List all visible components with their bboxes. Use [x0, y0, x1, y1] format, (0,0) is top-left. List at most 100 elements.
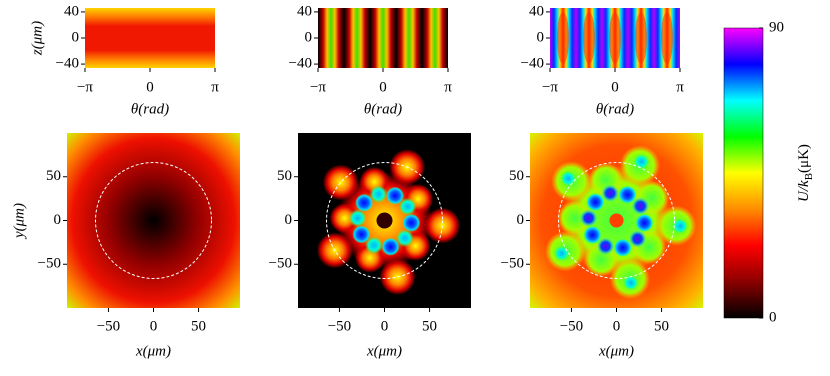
y-tick-label: 0 [305, 29, 313, 45]
blob [322, 164, 359, 201]
x-axis-label: x(μm) [135, 343, 171, 359]
spot [386, 186, 405, 205]
spot [355, 193, 374, 212]
spot [376, 212, 393, 229]
y-tick-label: 50 [277, 168, 292, 184]
spot [553, 245, 570, 262]
y-tick-label: 40 [64, 3, 79, 19]
reference-circle [558, 162, 675, 279]
x-tick-label: π [676, 79, 684, 95]
x-axis-label: x(μm) [366, 343, 402, 359]
lobe [609, 12, 621, 64]
spot [596, 237, 615, 256]
field [67, 133, 240, 308]
x-tick-label: 50 [422, 318, 437, 334]
spot [628, 229, 647, 248]
spot [631, 197, 650, 216]
spot [402, 213, 421, 232]
spot [635, 213, 654, 232]
colorbar-tick-label: 90 [769, 19, 784, 35]
colorbar-tick-label: 0 [769, 309, 777, 325]
y-tick-label: 0 [72, 29, 80, 45]
y-tick-label: −40 [289, 56, 312, 72]
y-tick-label: 0 [517, 212, 525, 228]
x-tick-label: π [444, 79, 452, 95]
panel: −π 0 π 40 0 −40 θ(rad) [289, 3, 453, 117]
spot [395, 229, 414, 248]
lobe [661, 12, 673, 64]
panel: −50 0 50 50 0 −50 x(μm) y(μm) [11, 133, 240, 359]
blob [557, 201, 592, 236]
x-tick-label: 0 [381, 318, 389, 334]
x-tick-label: 50 [191, 318, 206, 334]
reference-circle [95, 162, 212, 279]
lobe [635, 12, 647, 64]
spot [583, 225, 602, 244]
spot [364, 236, 383, 255]
label-unit: (μK) [796, 144, 812, 173]
y-tick-label: 50 [509, 168, 524, 184]
x-tick-label: 0 [613, 318, 621, 334]
x-tick-label: −π [310, 79, 326, 95]
lobe [557, 12, 569, 64]
spot [609, 213, 624, 228]
colorbar-scale [723, 27, 764, 319]
x-tick-label: 0 [611, 79, 619, 95]
panel: −π 0 π 40 0 −40 θ(rad) z(μm) [29, 3, 219, 117]
x-tick-label: 0 [146, 79, 154, 95]
y-tick-label: −50 [38, 256, 61, 272]
y-tick-label: 0 [285, 212, 293, 228]
spot [586, 193, 605, 212]
y-tick-label: −40 [521, 56, 544, 72]
x-tick-label: 50 [654, 318, 669, 334]
x-axis-label: θ(rad) [131, 101, 169, 117]
y-tick-label: 50 [46, 168, 61, 184]
y-axis-label: z(μm) [29, 21, 45, 56]
spot [622, 274, 639, 291]
x-tick-label: −π [542, 79, 558, 95]
spot [579, 209, 598, 228]
x-tick-label: −50 [560, 318, 583, 334]
lobe [583, 12, 595, 64]
x-tick-label: −π [77, 79, 93, 95]
x-axis-label: θ(rad) [596, 101, 634, 117]
label-subscript: B [803, 173, 815, 180]
spot [348, 209, 367, 228]
spot [398, 197, 417, 216]
panel: −π 0 π 40 0 −40 θ(rad) [521, 3, 685, 117]
spot [381, 237, 400, 256]
colorbar: 0 90 U/kB(μK) [723, 19, 815, 325]
x-tick-label: π [211, 79, 219, 95]
field [85, 8, 215, 68]
spot [560, 170, 577, 187]
y-tick-label: −50 [269, 256, 292, 272]
y-tick-label: 0 [537, 29, 545, 45]
x-tick-label: −50 [97, 318, 120, 334]
x-tick-label: −50 [328, 318, 351, 334]
x-tick-label: 0 [379, 79, 387, 95]
spot [369, 185, 388, 204]
y-tick-label: −50 [501, 256, 524, 272]
y-axis-label: y(μm) [11, 203, 27, 240]
x-axis-label: θ(rad) [364, 101, 402, 117]
spot [672, 218, 689, 235]
panel: −50 0 50 50 0 −50 x(μm) [501, 133, 703, 359]
y-tick-label: 0 [54, 212, 62, 228]
field [318, 8, 448, 68]
panel: −50 0 50 50 0 −50 x(μm) [269, 133, 471, 359]
y-tick-label: 40 [297, 3, 312, 19]
spot [613, 238, 632, 257]
y-tick-label: 40 [529, 3, 544, 19]
colorbar-label: U/kB(μK) [796, 144, 814, 202]
x-axis-label: x(μm) [598, 343, 634, 359]
spot [352, 225, 371, 244]
x-tick-label: 0 [150, 318, 158, 334]
blob [329, 203, 360, 234]
spot [633, 153, 650, 170]
spot [618, 185, 637, 204]
reference-circle [326, 162, 443, 279]
label-symbol: U/k [796, 180, 812, 202]
y-tick-label: −40 [56, 56, 79, 72]
spot [601, 184, 620, 203]
